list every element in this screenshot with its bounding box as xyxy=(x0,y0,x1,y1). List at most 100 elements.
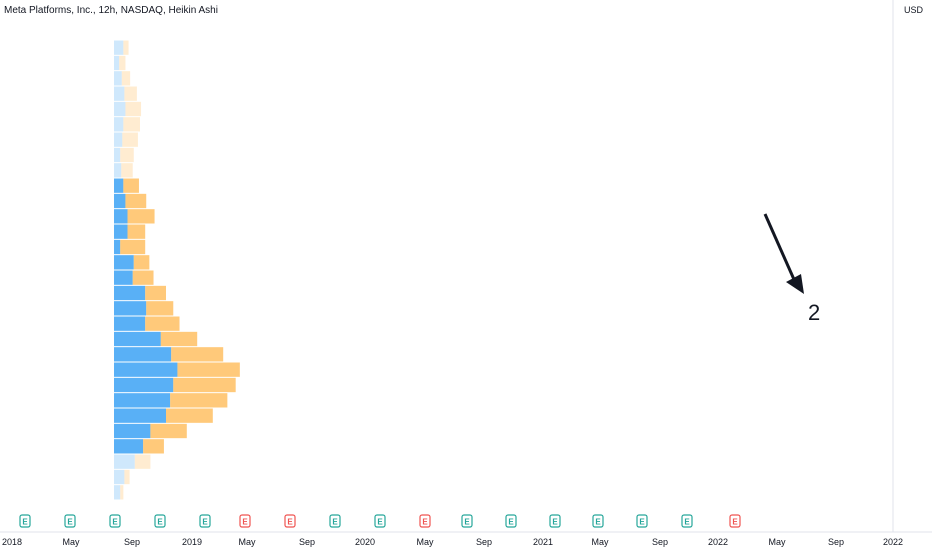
earnings-marker-label: E xyxy=(464,518,470,527)
time-tick-label: May xyxy=(768,537,786,547)
time-tick-label: Sep xyxy=(476,537,492,547)
volume-down-bar xyxy=(177,362,240,377)
time-tick-label: May xyxy=(591,537,609,547)
volume-up-bar xyxy=(114,469,125,485)
earnings-marker-label: E xyxy=(332,518,338,527)
volume-down-bar xyxy=(171,347,224,362)
volume-up-bar xyxy=(114,193,126,209)
volume-down-bar xyxy=(150,423,187,439)
volume-down-bar xyxy=(123,117,140,132)
volume-up-bar xyxy=(114,178,124,193)
volume-up-bar xyxy=(114,239,121,255)
volume-up-bar xyxy=(114,439,144,454)
volume-up-bar xyxy=(114,209,128,224)
time-tick-label: May xyxy=(416,537,434,547)
earnings-marker xyxy=(329,514,341,528)
time-tick-label: 2020 xyxy=(355,537,375,547)
volume-down-bar xyxy=(132,270,154,285)
annotation-label: 2 xyxy=(808,300,820,325)
earnings-marker xyxy=(549,514,561,528)
time-tick-label: 2022 xyxy=(883,537,903,547)
volume-up-bar xyxy=(114,132,123,147)
volume-down-bar xyxy=(120,485,124,500)
volume-up-bar xyxy=(114,86,125,101)
price-axis[interactable]: USD380.00360.00340.00320.00300.00280.002… xyxy=(892,0,932,550)
volume-down-bar xyxy=(143,439,164,454)
currency-label: USD xyxy=(904,5,924,15)
time-tick-label: May xyxy=(62,537,80,547)
earnings-marker xyxy=(284,514,296,528)
volume-down-bar xyxy=(134,454,151,469)
volume-up-bar xyxy=(114,393,171,408)
earnings-marker-label: E xyxy=(595,518,601,527)
volume-up-bar xyxy=(114,331,161,347)
volume-down-bar xyxy=(120,239,146,255)
time-tick-label: Sep xyxy=(299,537,315,547)
volume-down-bar xyxy=(124,469,130,485)
volume-down-bar xyxy=(123,40,129,55)
volume-up-bar xyxy=(114,163,122,178)
earnings-marker-label: E xyxy=(422,518,428,527)
volume-down-bar xyxy=(121,71,131,86)
volume-up-bar xyxy=(114,224,128,239)
volume-down-bar xyxy=(123,178,139,193)
volume-down-bar xyxy=(125,101,142,117)
volume-up-bar xyxy=(114,301,147,316)
earnings-marker-label: E xyxy=(242,518,248,527)
volume-down-bar xyxy=(120,147,134,163)
earnings-marker xyxy=(239,514,251,528)
volume-down-bar xyxy=(145,285,166,301)
volume-up-bar xyxy=(114,408,166,423)
volume-down-bar xyxy=(173,377,236,393)
time-tick-label: Sep xyxy=(828,537,844,547)
down-arrow-head xyxy=(786,274,804,294)
earnings-marker xyxy=(419,514,431,528)
earnings-marker xyxy=(199,514,211,528)
volume-up-bar xyxy=(114,117,124,132)
volume-down-bar xyxy=(121,163,133,178)
time-tick-label: 2018 xyxy=(2,537,22,547)
volume-up-bar xyxy=(114,316,146,331)
volume-down-bar xyxy=(170,393,228,408)
price-axis-bg xyxy=(893,0,932,550)
annotations: 12 xyxy=(763,213,820,325)
earnings-marker xyxy=(592,514,604,528)
earnings-marker xyxy=(109,514,121,528)
volume-up-bar xyxy=(114,270,133,285)
time-tick-label: Sep xyxy=(124,537,140,547)
volume-up-bar xyxy=(114,454,135,469)
volume-down-bar xyxy=(125,193,147,209)
time-tick-label: 2022 xyxy=(708,537,728,547)
volume-up-bar xyxy=(114,485,121,500)
earnings-marker xyxy=(461,514,473,528)
time-tick-label: Sep xyxy=(652,537,668,547)
volume-up-bar xyxy=(114,101,126,117)
volume-up-bar xyxy=(114,55,120,71)
time-axis[interactable]: 2018 May Sep 2019 May Sep 2020 May Sep 2021 May Sep… xyxy=(0,531,932,550)
earnings-marker-label: E xyxy=(684,518,690,527)
volume-up-bar xyxy=(114,71,122,86)
volume-down-bar xyxy=(160,331,198,347)
volume-profile xyxy=(114,40,240,500)
earnings-marker xyxy=(154,514,166,528)
volume-up-bar xyxy=(114,285,146,301)
volume-up-bar xyxy=(114,347,172,362)
earnings-marker-label: E xyxy=(202,518,208,527)
earnings-marker xyxy=(729,514,741,528)
earnings-marker-label: E xyxy=(508,518,514,527)
earnings-marker-label: E xyxy=(732,518,738,527)
volume-down-bar xyxy=(124,86,137,101)
volume-up-bar xyxy=(114,362,178,377)
earnings-marker xyxy=(505,514,517,528)
earnings-marker xyxy=(636,514,648,528)
volume-up-bar xyxy=(114,147,121,163)
volume-down-bar xyxy=(127,224,146,239)
earnings-marker xyxy=(681,514,693,528)
volume-down-bar xyxy=(127,209,155,224)
earnings-marker-label: E xyxy=(67,518,73,527)
volume-down-bar xyxy=(146,301,174,316)
earnings-marker xyxy=(374,514,386,528)
earnings-marker xyxy=(64,514,76,528)
